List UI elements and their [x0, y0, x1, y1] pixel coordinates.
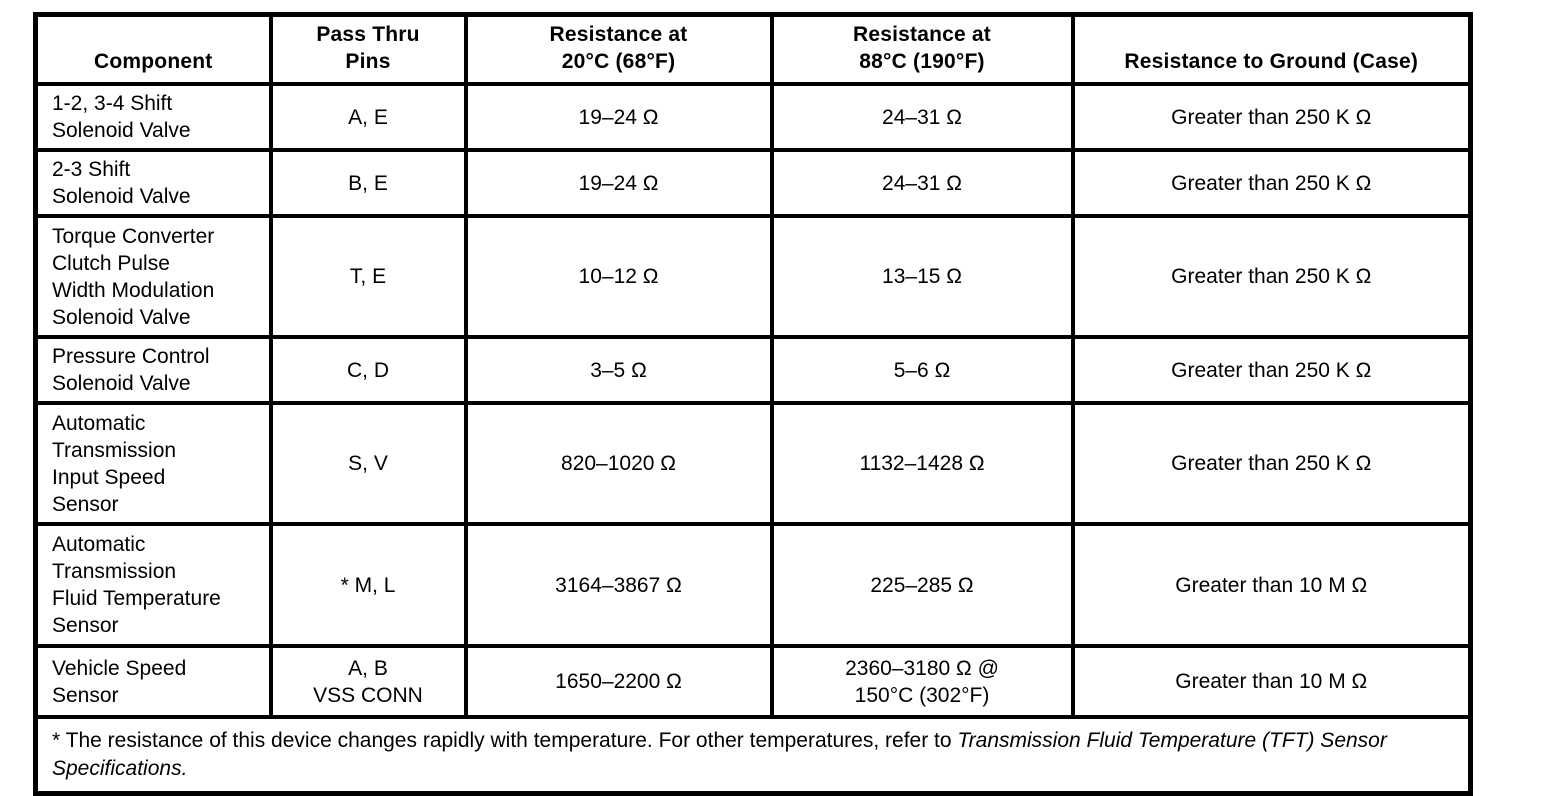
pins-cell: A, E: [268, 82, 468, 152]
pins-cell: B, E: [268, 148, 468, 218]
header-row: Component Pass Thru Pins Resistance at 2…: [33, 12, 1473, 86]
component-cell: Automatic Transmission Fluid Temperature…: [33, 522, 273, 648]
resistance-spec-table: Component Pass Thru Pins Resistance at 2…: [33, 12, 1473, 796]
resistance-88c-cell: 13–15 Ω: [769, 214, 1075, 339]
ground-resistance-cell: Greater than 250 K Ω: [1070, 335, 1473, 405]
resistance-20c-cell: 820–1020 Ω: [463, 401, 774, 526]
footnote-text: * The resistance of this device changes …: [52, 729, 958, 752]
header-pass-thru-pins: Pass Thru Pins: [268, 12, 468, 86]
table-row: Automatic Transmission Input Speed Senso…: [33, 401, 1473, 526]
resistance-20c-cell: 3164–3867 Ω: [463, 522, 774, 648]
pins-cell: T, E: [268, 214, 468, 339]
table-row: Torque Converter Clutch Pulse Width Modu…: [33, 214, 1473, 339]
resistance-20c-cell: 3–5 Ω: [463, 335, 774, 405]
component-cell: 2-3 Shift Solenoid Valve: [33, 148, 273, 218]
resistance-20c-cell: 19–24 Ω: [463, 148, 774, 218]
table-row: 2-3 Shift Solenoid Valve B, E 19–24 Ω 24…: [33, 148, 1473, 218]
ground-resistance-cell: Greater than 250 K Ω: [1070, 214, 1473, 339]
resistance-88c-cell: 1132–1428 Ω: [769, 401, 1075, 526]
ground-resistance-cell: Greater than 250 K Ω: [1070, 82, 1473, 152]
component-cell: Pressure Control Solenoid Valve: [33, 335, 273, 405]
ground-resistance-cell: Greater than 10 M Ω: [1070, 522, 1473, 648]
header-component: Component: [33, 12, 273, 86]
resistance-88c-cell: 225–285 Ω: [769, 522, 1075, 648]
pins-cell: * M, L: [268, 522, 468, 648]
footnote-cell: * The resistance of this device changes …: [33, 715, 1473, 796]
component-cell: 1-2, 3-4 Shift Solenoid Valve: [33, 82, 273, 152]
header-resistance-88c: Resistance at 88°C (190°F): [769, 12, 1075, 86]
resistance-88c-cell: 2360–3180 Ω @ 150°C (302°F): [769, 644, 1075, 719]
resistance-88c-cell: 24–31 Ω: [769, 148, 1075, 218]
component-cell: Automatic Transmission Input Speed Senso…: [33, 401, 273, 526]
pins-cell: C, D: [268, 335, 468, 405]
header-resistance-20c: Resistance at 20°C (68°F): [463, 12, 774, 86]
resistance-88c-cell: 5–6 Ω: [769, 335, 1075, 405]
resistance-20c-cell: 1650–2200 Ω: [463, 644, 774, 719]
component-cell: Torque Converter Clutch Pulse Width Modu…: [33, 214, 273, 339]
table-row: Pressure Control Solenoid Valve C, D 3–5…: [33, 335, 1473, 405]
resistance-20c-cell: 19–24 Ω: [463, 82, 774, 152]
ground-resistance-cell: Greater than 250 K Ω: [1070, 401, 1473, 526]
resistance-88c-cell: 24–31 Ω: [769, 82, 1075, 152]
resistance-20c-cell: 10–12 Ω: [463, 214, 774, 339]
pins-cell: S, V: [268, 401, 468, 526]
footnote-reference-title: Transmission Fluid Temperature (TFT) Sen…: [52, 729, 1387, 780]
table-row: 1-2, 3-4 Shift Solenoid Valve A, E 19–24…: [33, 82, 1473, 152]
component-cell: Vehicle Speed Sensor: [33, 644, 273, 719]
ground-resistance-cell: Greater than 10 M Ω: [1070, 644, 1473, 719]
table-row: Automatic Transmission Fluid Temperature…: [33, 522, 1473, 648]
table-row: Vehicle Speed Sensor A, B VSS CONN 1650–…: [33, 644, 1473, 719]
pins-cell: A, B VSS CONN: [268, 644, 468, 719]
footnote-row: * The resistance of this device changes …: [33, 715, 1473, 796]
ground-resistance-cell: Greater than 250 K Ω: [1070, 148, 1473, 218]
header-resistance-to-ground: Resistance to Ground (Case): [1070, 12, 1473, 86]
